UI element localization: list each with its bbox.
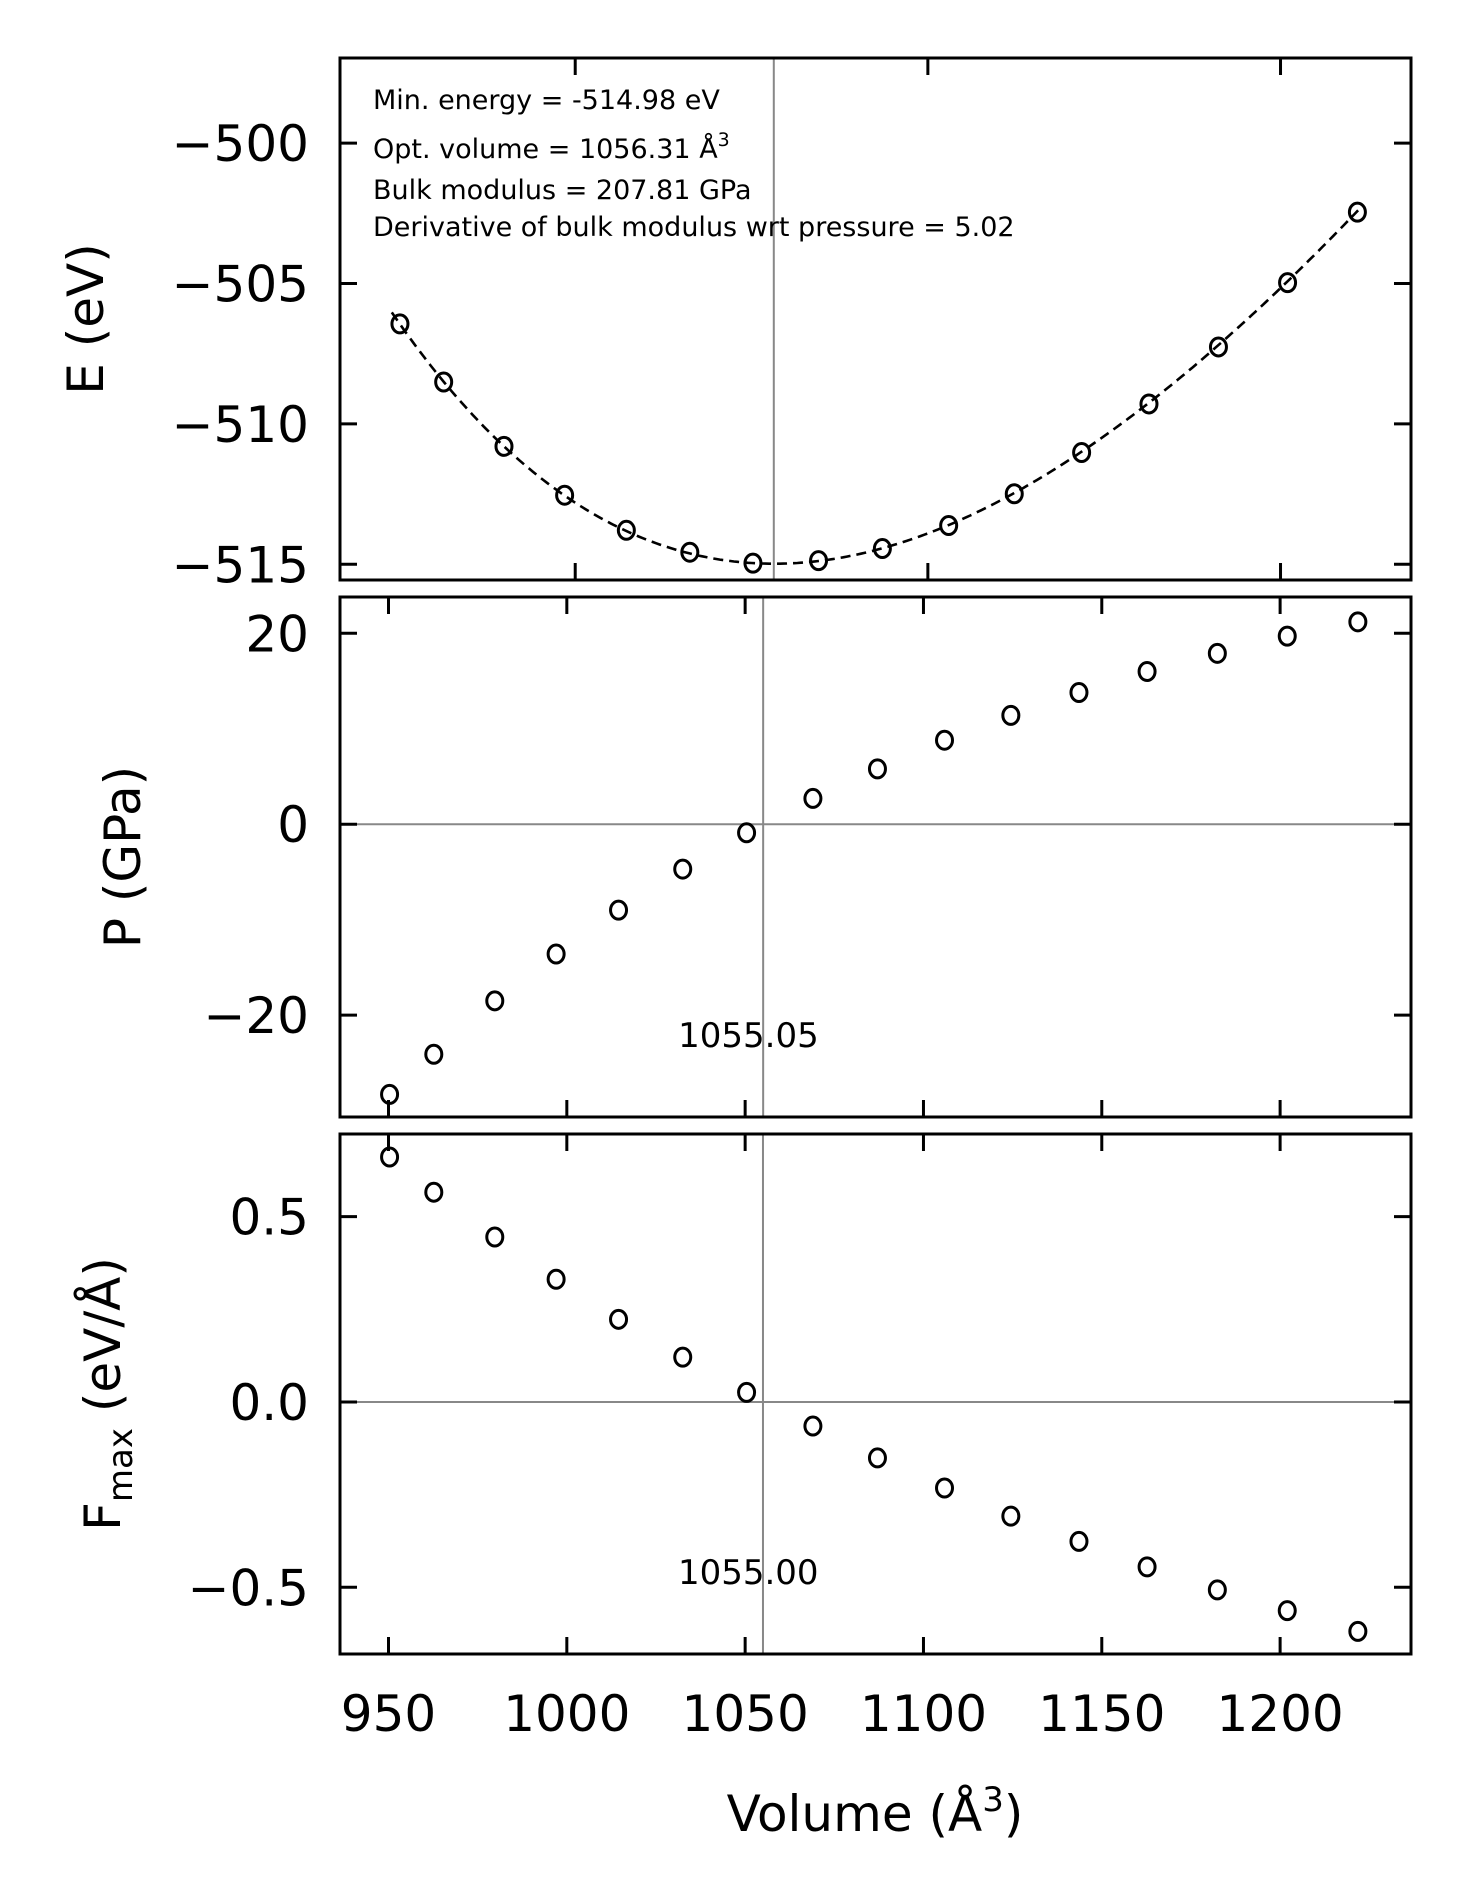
eos-figure: −500 −505 −510 −515 1055.05 20 0 −20 1055.00 95… (0, 0, 1469, 1899)
data-point (1071, 683, 1087, 701)
data-point (426, 1183, 442, 1201)
y-tick-label: 20 (245, 605, 309, 663)
data-point (869, 760, 885, 778)
annotation-opt-volume-text: Opt. volume = 1056.31 Å (373, 133, 718, 165)
data-point (496, 437, 512, 455)
data-point (1350, 613, 1366, 631)
xlabel-main: Volume (Å (727, 1785, 983, 1843)
annotation-bulk-modulus: Bulk modulus = 207.81 GPa (373, 175, 752, 206)
force-ylabel: Fmax (eV/Å) (74, 1257, 141, 1531)
y-tick-label: −20 (203, 987, 309, 1045)
data-point (557, 486, 573, 504)
annotation-bulk-derivative: Derivative of bulk modulus wrt pressure … (373, 212, 1015, 243)
data-point (739, 824, 755, 842)
x-tick-label: 950 (341, 1685, 436, 1743)
data-point (1209, 644, 1225, 662)
data-point (1071, 1532, 1087, 1550)
data-point (1279, 627, 1295, 645)
data-point (611, 901, 627, 919)
data-point (739, 1383, 755, 1401)
force-panel: 1055.00 950 1000 1050 1100 1150 1200 0.5 0.0 −0.5 (188, 1134, 1411, 1743)
axes-frame (340, 1134, 1411, 1654)
axes-frame (340, 597, 1411, 1117)
x-tick-label: 1000 (503, 1685, 630, 1743)
data-point (1003, 706, 1019, 724)
data-point (611, 1310, 627, 1328)
annotation-opt-volume: Opt. volume = 1056.31 Å3 (373, 129, 730, 165)
data-point (1141, 395, 1157, 413)
energy-panel: −500 −505 −510 −515 (172, 58, 1411, 594)
annotation-min-energy: Min. energy = -514.98 eV (373, 85, 720, 116)
y-tick-label: −505 (172, 255, 309, 313)
data-point (1139, 1558, 1155, 1576)
y-tick-label: −515 (172, 536, 309, 594)
force-ylabel-sub: max (101, 1428, 141, 1502)
data-point (426, 1045, 442, 1063)
data-point (1279, 1602, 1295, 1620)
y-tick-label: 0.0 (229, 1374, 309, 1432)
force-ylabel-unit: (eV/Å) (74, 1257, 132, 1428)
data-point (1210, 338, 1226, 356)
data-point (548, 945, 564, 963)
birch-murnaghan-fit-curve (392, 210, 1358, 563)
annotation-opt-volume-sup: 3 (718, 129, 730, 151)
pressure-panel: 1055.05 20 0 −20 (203, 597, 1411, 1117)
x-tick-label: 1200 (1216, 1685, 1343, 1743)
x-tick-label: 1100 (860, 1685, 987, 1743)
data-point (1350, 1622, 1366, 1640)
y-tick-label: −510 (172, 396, 309, 454)
x-tick-label: 1050 (682, 1685, 809, 1743)
pressure-ylabel: P (GPa) (94, 766, 152, 948)
data-point (487, 992, 503, 1010)
xlabel: Volume (Å3) (727, 1780, 1024, 1843)
data-point (1139, 662, 1155, 680)
x-tick-label: 1150 (1038, 1685, 1165, 1743)
data-point (1209, 1581, 1225, 1599)
fit-annotations: Min. energy = -514.98 eV Opt. volume = 1… (373, 85, 1015, 243)
data-point (392, 315, 408, 333)
data-point (805, 789, 821, 807)
data-point (487, 1228, 503, 1246)
data-point (869, 1449, 885, 1467)
data-point (937, 1479, 953, 1497)
data-point (548, 1270, 564, 1288)
data-point (805, 1417, 821, 1435)
y-tick-label: −0.5 (188, 1559, 309, 1617)
force-ylabel-main: F (74, 1502, 132, 1531)
data-point (1003, 1507, 1019, 1525)
xlabel-close: ) (1004, 1785, 1024, 1843)
y-tick-label: 0.5 (229, 1189, 309, 1247)
y-tick-label: 0 (277, 796, 309, 854)
optimal-volume-label: 1055.05 (678, 1016, 819, 1056)
data-point (675, 1348, 691, 1366)
energy-ylabel: E (eV) (57, 243, 115, 394)
optimal-volume-label: 1055.00 (678, 1553, 819, 1593)
data-point (937, 731, 953, 749)
y-tick-label: −500 (172, 115, 309, 173)
data-point (675, 860, 691, 878)
xlabel-sup: 3 (982, 1780, 1004, 1820)
